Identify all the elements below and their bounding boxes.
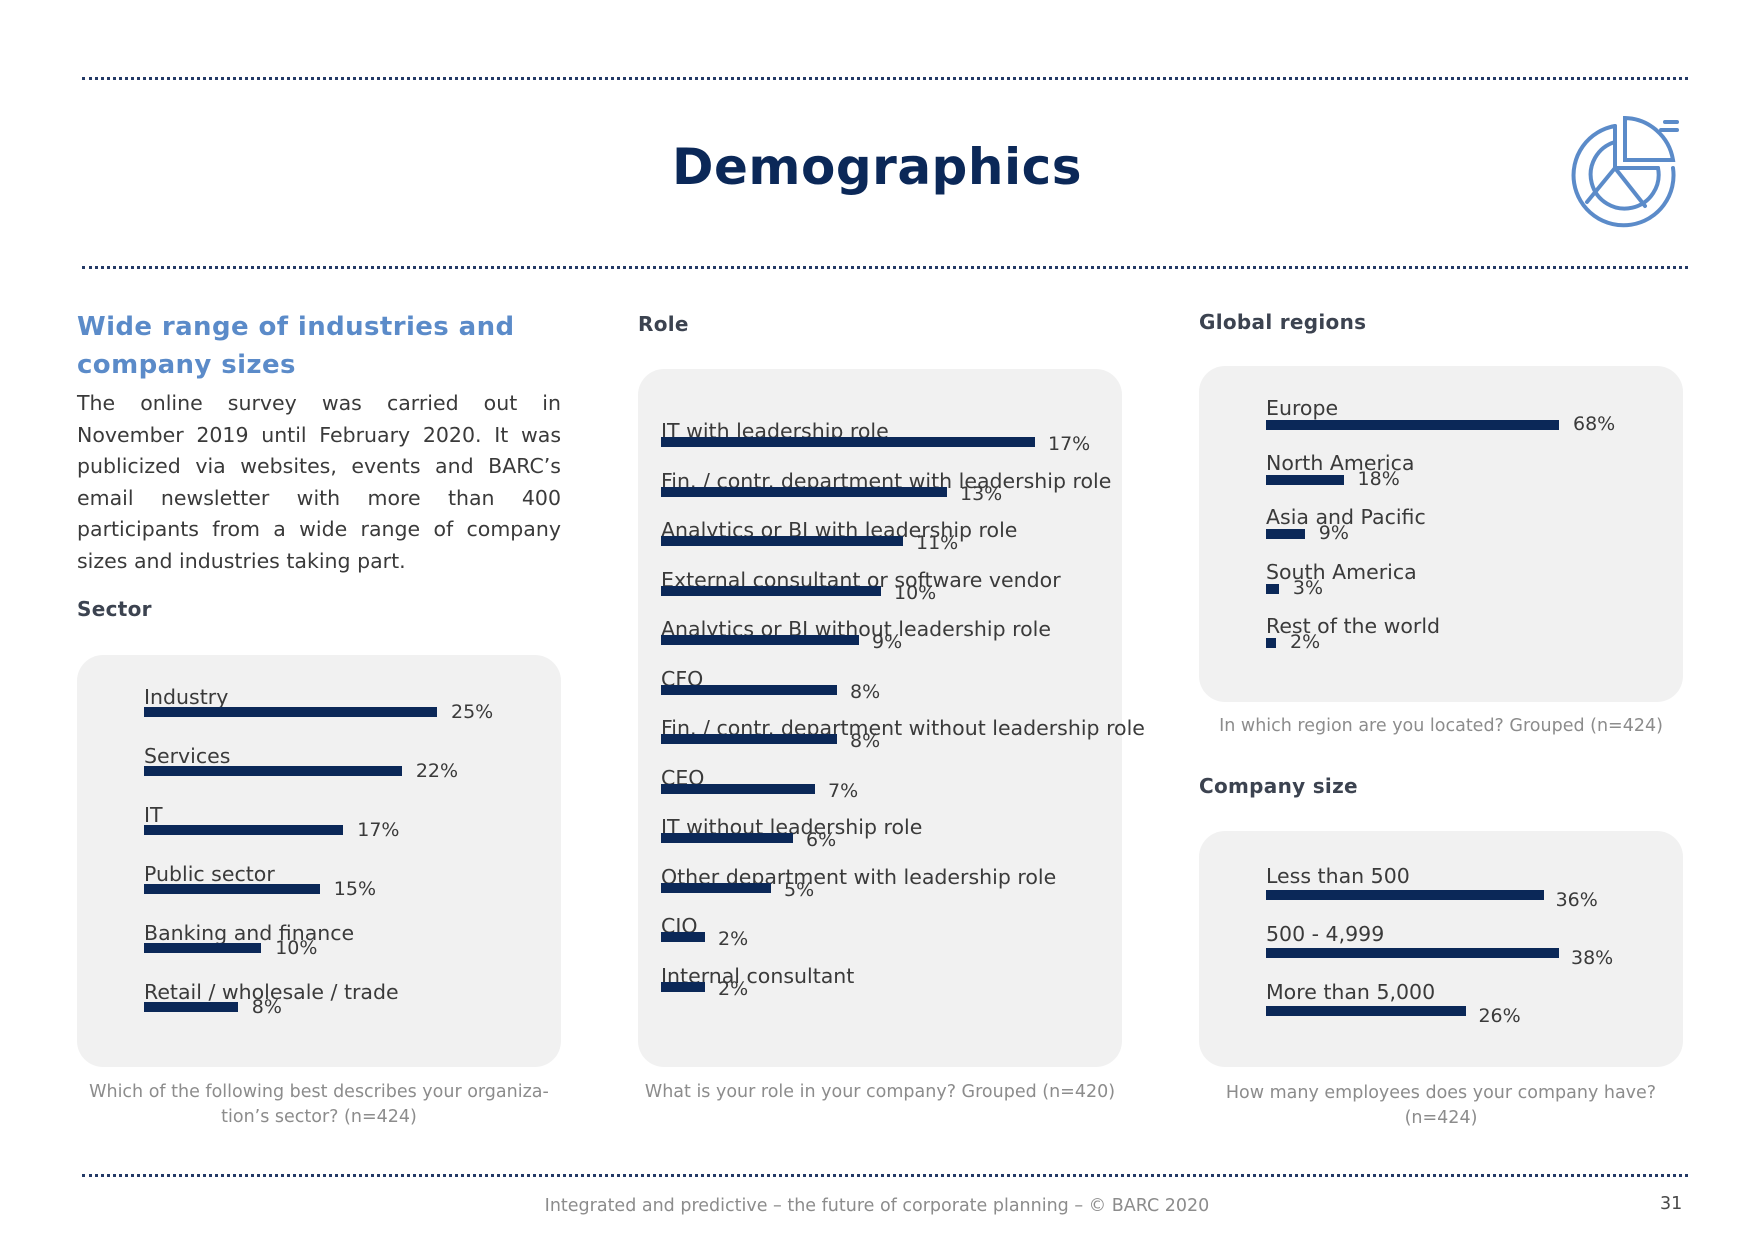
role-bar <box>661 437 1035 447</box>
sector-question-line-1: Which of the following best describes yo… <box>89 1082 549 1102</box>
sector-heading: Sector <box>77 597 152 621</box>
regions-value-label: 18% <box>1357 467 1400 490</box>
regions-category-label: Rest of the world <box>1266 614 1441 638</box>
regions-bar <box>1266 474 1344 485</box>
role-value-label: 2% <box>718 977 749 1000</box>
size-bar <box>1266 948 1559 958</box>
role-question: What is your role in your company? Group… <box>644 1082 1116 1102</box>
role-chart-panel: IT with leadership role 17% Fin. / contr. … <box>638 369 1145 1067</box>
sector-category-label: Retail / wholesale / trade <box>144 980 399 1004</box>
sector-chart-panel: Industry 25% Services 22% IT 17% Public sector… <box>77 655 561 1067</box>
company-size-question-line-2: (n=424) <box>1404 1108 1478 1128</box>
role-bar <box>661 486 947 497</box>
sector-value-label: 22% <box>415 760 459 782</box>
regions-value-label: 68% <box>1573 413 1616 435</box>
regions-bar <box>1266 420 1559 430</box>
sector-category-label: Services <box>144 744 231 768</box>
footer-divider <box>82 1174 1688 1177</box>
regions-bar <box>1266 583 1279 594</box>
title-divider <box>82 266 1688 269</box>
sector-value-label: 25% <box>451 701 494 723</box>
size-category-label: More than 5,000 <box>1266 980 1436 1004</box>
role-value-label: 8% <box>850 730 881 752</box>
regions-chart-panel: Europe 68% North America 18% Asia and Pacifi… <box>1199 366 1683 702</box>
role-value-label: 6% <box>806 829 837 851</box>
sector-value-label: 10% <box>275 937 318 959</box>
intro-paragraph: The online survey was carried out in Nov… <box>77 391 561 573</box>
role-bar <box>661 932 705 942</box>
role-bar <box>661 734 837 744</box>
page-number: 31 <box>1660 1194 1683 1214</box>
role-bar <box>661 536 903 546</box>
sector-category-label: IT <box>144 803 163 827</box>
sector-category-label: Banking and finance <box>144 921 355 945</box>
regions-value-label: 2% <box>1290 631 1321 653</box>
regions-category-label: North America <box>1266 450 1415 475</box>
regions-value-label: 9% <box>1318 522 1349 544</box>
sector-bar <box>144 943 262 953</box>
role-bar <box>661 981 705 992</box>
role-bar <box>661 635 859 645</box>
size-bar <box>1266 1006 1467 1016</box>
sector-bar <box>144 884 320 894</box>
regions-category-label: Europe <box>1266 396 1339 420</box>
pie-chart-icon <box>1571 116 1679 228</box>
size-value-label: 26% <box>1478 1005 1521 1027</box>
size-value-label: 38% <box>1571 947 1614 969</box>
sector-value-label: 8% <box>251 996 282 1018</box>
company-size-question-line-1: How many employees does your company hav… <box>1225 1083 1657 1103</box>
size-value-label: 36% <box>1555 889 1598 911</box>
size-bar <box>1266 890 1544 900</box>
sector-bar <box>144 766 402 776</box>
sector-bar <box>144 1002 238 1012</box>
role-value-label: 11% <box>916 532 959 554</box>
role-bar <box>661 882 771 893</box>
role-value-label: 9% <box>872 631 903 653</box>
sector-category-label: Public sector <box>144 862 275 886</box>
regions-bar <box>1266 529 1305 539</box>
role-value-label: 5% <box>784 878 815 901</box>
page-title: Demographics <box>672 138 1082 196</box>
role-value-label: 10% <box>894 581 937 604</box>
company-size-heading: Company size <box>1199 774 1358 798</box>
sector-question: Which of the following best describes yo… <box>77 1080 561 1130</box>
role-bar <box>661 684 837 695</box>
company-size-question: How many employees does your company hav… <box>1199 1081 1683 1131</box>
regions-category-label: Asia and Pacific <box>1266 505 1426 529</box>
sector-question-line-2: tion’s sector? (n=424) <box>221 1107 417 1127</box>
role-value-label: 8% <box>850 680 881 703</box>
sector-value-label: 17% <box>357 819 400 841</box>
role-bar <box>661 585 881 596</box>
sector-value-label: 15% <box>333 878 377 900</box>
role-value-label: 7% <box>828 779 859 802</box>
role-value-label: 2% <box>718 928 749 950</box>
sector-category-label: Industry <box>144 685 229 709</box>
footer-text: Integrated and predictive – the future o… <box>544 1196 1210 1216</box>
sector-bar <box>144 825 344 835</box>
company-size-chart-panel: Less than 500 36% 500 - 4,999 38% More than … <box>1199 831 1683 1067</box>
top-divider <box>82 77 1688 80</box>
role-heading: Role <box>638 312 689 336</box>
regions-value-label: 3% <box>1292 576 1324 599</box>
role-value-label: 13% <box>960 482 1003 505</box>
size-category-label: 500 - 4,999 <box>1266 922 1385 946</box>
role-bar <box>661 833 793 843</box>
regions-category-label: South America <box>1266 559 1417 584</box>
role-bar <box>661 783 815 794</box>
size-category-label: Less than 500 <box>1266 864 1410 888</box>
intro-heading: Wide range of industries and company siz… <box>77 312 515 380</box>
role-value-label: 17% <box>1048 433 1091 455</box>
regions-heading: Global regions <box>1199 310 1367 334</box>
regions-question: In which region are you located? Grouped… <box>1219 716 1663 736</box>
regions-bar <box>1266 638 1276 648</box>
sector-bar <box>144 707 437 717</box>
